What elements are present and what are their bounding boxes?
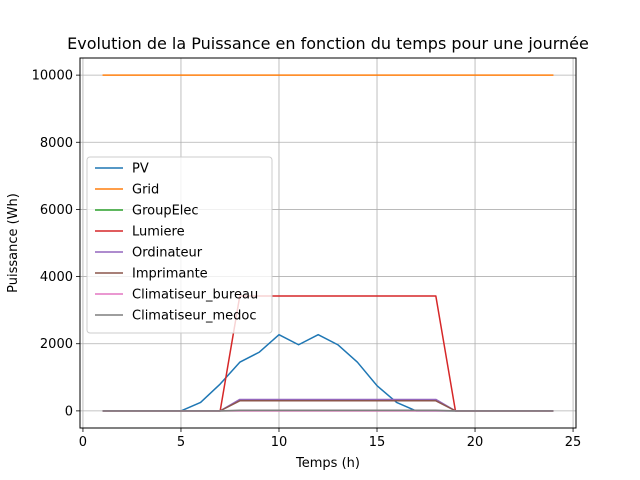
axis-ticks: 0 5 10 15 20 25 0 2000 4000 6000 8000 10000 [32,69,582,450]
legend-label-lumiere: Lumiere [132,225,185,240]
series-line-climatiseur-medoc [102,409,554,412]
legend-label-climatiseur-bureau: Climatiseur_bureau [132,288,258,303]
series-lines [102,74,554,412]
legend-label-groupelec: GroupElec [132,204,199,219]
chart-title: Evolution de la Puissance en fonction du… [67,34,589,53]
legend-label-climatiseur-medoc: Climatiseur_medoc [132,309,257,324]
x-tick-label: 5 [177,435,185,450]
x-tick-label: 10 [271,435,288,450]
y-tick-label: 8000 [40,136,73,151]
y-tick-label: 2000 [40,337,73,352]
plot-frame [79,57,577,429]
y-axis-label: Puissance (Wh) [6,193,21,293]
x-axis-label: Temps (h) [295,456,360,471]
x-tick-label: 0 [79,435,87,450]
y-tick-label: 0 [65,404,73,419]
legend-label-pv: PV [132,162,149,177]
legend: PV Grid GroupElec Lumiere Ordinateur Impriman… [86,156,273,334]
legend-box [86,156,273,334]
y-tick-label: 4000 [40,270,73,285]
legend-label-ordinateur: Ordinateur [132,246,203,261]
y-tick-label: 6000 [40,203,73,218]
legend-label-imprimante: Imprimante [132,267,208,282]
x-tick-label: 25 [565,435,582,450]
legend-label-grid: Grid [132,183,159,198]
series-line-imprimante [102,400,554,412]
y-tick-label: 10000 [32,69,73,84]
x-tick-label: 15 [369,435,386,450]
x-tick-label: 20 [467,435,484,450]
